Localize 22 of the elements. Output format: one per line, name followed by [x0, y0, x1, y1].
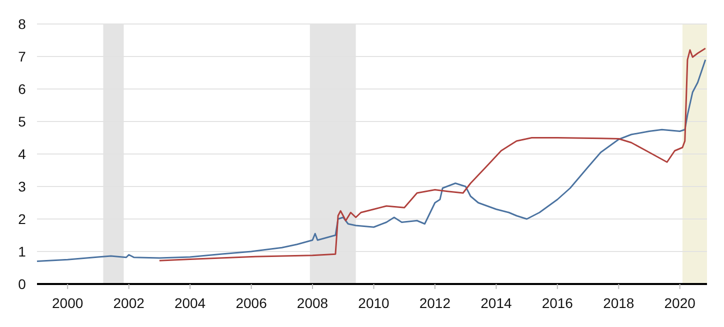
- y-tick-label: 8: [18, 16, 26, 32]
- x-tick-label: 2020: [664, 295, 696, 311]
- x-tick-label: 2002: [113, 295, 145, 311]
- y-tick-label: 5: [18, 114, 26, 130]
- line-series: [158, 48, 706, 262]
- y-tick-label: 1: [18, 244, 26, 260]
- y-tick-label: 3: [18, 178, 26, 194]
- y-tick-label: 6: [18, 81, 26, 97]
- x-tick-label: 2016: [542, 295, 574, 311]
- y-tick-label: 0: [18, 276, 26, 292]
- line-series: [36, 59, 706, 262]
- y-tick-label: 2: [18, 211, 26, 227]
- x-tick-label: 2000: [52, 295, 84, 311]
- y-tick-label: 7: [18, 48, 26, 64]
- x-tick-label: 2006: [236, 295, 268, 311]
- x-tick-label: 2018: [603, 295, 634, 311]
- x-tick-label: 2014: [480, 295, 512, 311]
- x-tick-label: 2010: [358, 295, 390, 311]
- x-tick-label: 2008: [296, 295, 328, 311]
- y-tick-label: 4: [18, 146, 26, 162]
- x-tick-label: 2012: [419, 295, 451, 311]
- x-tick-label: 2004: [174, 295, 206, 311]
